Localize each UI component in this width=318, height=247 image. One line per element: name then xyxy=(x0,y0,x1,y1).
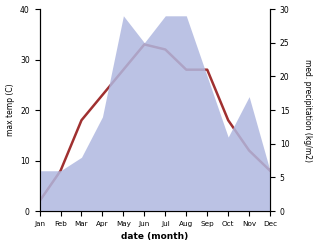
Y-axis label: max temp (C): max temp (C) xyxy=(5,84,15,136)
Y-axis label: med. precipitation (kg/m2): med. precipitation (kg/m2) xyxy=(303,59,313,162)
X-axis label: date (month): date (month) xyxy=(121,232,189,242)
